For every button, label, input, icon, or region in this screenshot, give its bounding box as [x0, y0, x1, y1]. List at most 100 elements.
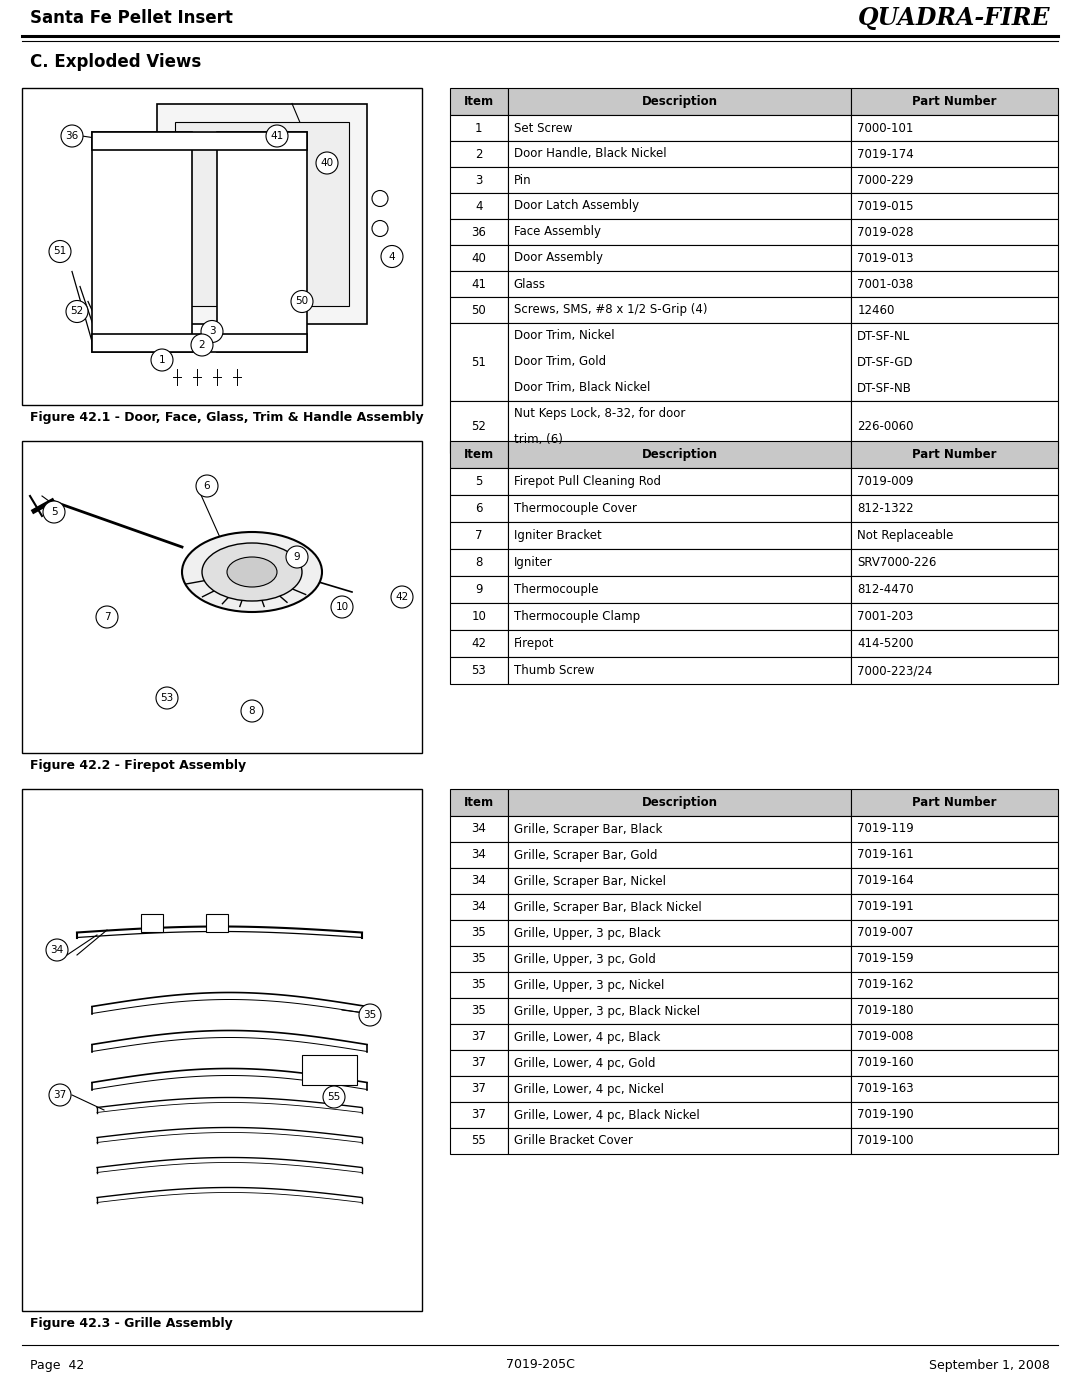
Text: Grille, Scraper Bar, Black: Grille, Scraper Bar, Black [514, 823, 662, 835]
Text: Part Number: Part Number [913, 796, 997, 809]
Text: Item: Item [463, 95, 494, 108]
Bar [851, 298, 1058, 323]
Text: 8: 8 [248, 705, 255, 717]
Bar [508, 789, 851, 816]
Bar [450, 997, 508, 1024]
Bar [508, 168, 851, 193]
Text: 12460: 12460 [858, 303, 894, 317]
Bar [450, 88, 508, 115]
Text: 7019-160: 7019-160 [858, 1056, 914, 1070]
Bar [851, 868, 1058, 894]
Bar [92, 131, 307, 149]
Bar [450, 323, 508, 401]
Text: Door Trim, Black Nickel: Door Trim, Black Nickel [514, 381, 650, 394]
Bar [22, 441, 422, 753]
Circle shape [201, 320, 222, 342]
Bar [851, 842, 1058, 868]
Text: 35: 35 [472, 926, 486, 940]
Bar [508, 816, 851, 842]
Text: Face Assembly: Face Assembly [514, 225, 600, 239]
Bar [22, 789, 422, 1310]
Bar [851, 816, 1058, 842]
Text: Grille, Upper, 3 pc, Black Nickel: Grille, Upper, 3 pc, Black Nickel [514, 1004, 700, 1017]
Bar [851, 401, 1058, 453]
Text: 40: 40 [472, 251, 486, 264]
Text: Page  42: Page 42 [30, 1358, 84, 1372]
Text: 55: 55 [327, 1092, 340, 1102]
Text: 37: 37 [53, 1090, 67, 1099]
Text: 51: 51 [53, 246, 67, 257]
Text: 4: 4 [389, 251, 395, 261]
Text: 7019-008: 7019-008 [858, 1031, 914, 1044]
Bar [508, 495, 851, 522]
Bar [851, 522, 1058, 549]
Text: 53: 53 [160, 693, 174, 703]
Text: Pin: Pin [514, 173, 531, 187]
Bar [450, 115, 508, 141]
Circle shape [191, 334, 213, 356]
Circle shape [391, 585, 413, 608]
Bar [450, 549, 508, 576]
Bar [508, 219, 851, 244]
Text: 36: 36 [472, 225, 486, 239]
Ellipse shape [227, 557, 276, 587]
Bar [851, 972, 1058, 997]
Text: 2: 2 [199, 339, 205, 351]
Bar [851, 549, 1058, 576]
Text: 5: 5 [51, 507, 57, 517]
Text: Grille, Upper, 3 pc, Nickel: Grille, Upper, 3 pc, Nickel [514, 978, 664, 992]
Text: Grille, Lower, 4 pc, Black Nickel: Grille, Lower, 4 pc, Black Nickel [514, 1108, 700, 1122]
Bar [508, 1127, 851, 1154]
Text: 414-5200: 414-5200 [858, 637, 914, 650]
Bar [508, 946, 851, 972]
Text: 10: 10 [472, 610, 486, 623]
Text: 10: 10 [336, 602, 349, 612]
Bar [450, 193, 508, 219]
Text: SRV7000-226: SRV7000-226 [858, 556, 936, 569]
Text: Screws, SMS, #8 x 1/2 S-Grip (4): Screws, SMS, #8 x 1/2 S-Grip (4) [514, 303, 707, 317]
Bar [508, 522, 851, 549]
Circle shape [46, 939, 68, 961]
Text: Part Number: Part Number [913, 448, 997, 461]
Bar [450, 244, 508, 271]
Text: 53: 53 [472, 664, 486, 678]
Text: Figure 42.3 - Grille Assembly: Figure 42.3 - Grille Assembly [30, 1316, 233, 1330]
Text: 7: 7 [104, 612, 110, 622]
Bar [450, 141, 508, 168]
Bar [508, 630, 851, 657]
Text: 7019-161: 7019-161 [858, 848, 914, 862]
Text: 4: 4 [475, 200, 483, 212]
Circle shape [156, 687, 178, 710]
Text: 7019-159: 7019-159 [858, 953, 914, 965]
Text: 52: 52 [472, 420, 486, 433]
Text: 42: 42 [395, 592, 408, 602]
Text: Grille Bracket Cover: Grille Bracket Cover [514, 1134, 633, 1147]
Bar [851, 244, 1058, 271]
Text: Grille, Scraper Bar, Gold: Grille, Scraper Bar, Gold [514, 848, 658, 862]
Bar [851, 219, 1058, 244]
Text: Grille, Lower, 4 pc, Black: Grille, Lower, 4 pc, Black [514, 1031, 660, 1044]
Text: 9: 9 [475, 583, 483, 597]
Bar [450, 1051, 508, 1076]
Bar [508, 1051, 851, 1076]
Circle shape [96, 606, 118, 629]
Circle shape [330, 597, 353, 617]
Bar [508, 604, 851, 630]
Text: 7000-229: 7000-229 [858, 173, 914, 187]
Bar [508, 657, 851, 685]
Text: 7019-163: 7019-163 [858, 1083, 914, 1095]
Bar [450, 972, 508, 997]
Text: 6: 6 [475, 502, 483, 515]
Text: 36: 36 [66, 131, 79, 141]
Text: Grille, Scraper Bar, Black Nickel: Grille, Scraper Bar, Black Nickel [514, 901, 702, 914]
Text: 7019-028: 7019-028 [858, 225, 914, 239]
Text: 7019-164: 7019-164 [858, 875, 914, 887]
Text: Thermocouple Cover: Thermocouple Cover [514, 502, 636, 515]
Text: 2: 2 [475, 148, 483, 161]
Text: Description: Description [642, 796, 717, 809]
Bar [851, 441, 1058, 468]
Bar [508, 441, 851, 468]
Bar [450, 1102, 508, 1127]
Text: trim, (6): trim, (6) [514, 433, 563, 447]
Bar [851, 1076, 1058, 1102]
